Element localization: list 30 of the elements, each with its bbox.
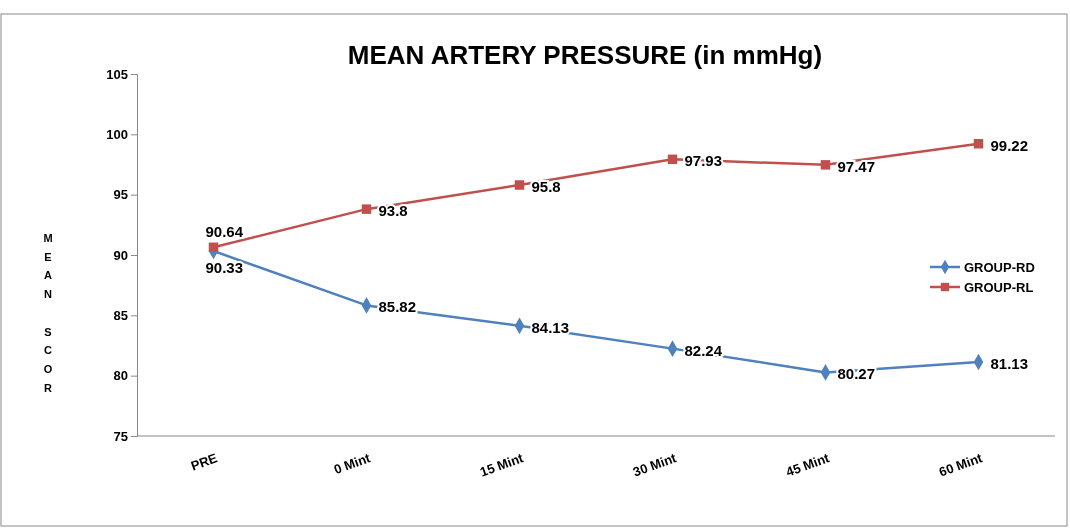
legend-label: GROUP-RD bbox=[964, 260, 1035, 275]
legend-label: GROUP-RL bbox=[964, 280, 1034, 295]
y-tick-label: 100 bbox=[106, 126, 128, 142]
point bbox=[361, 204, 372, 214]
x-tick-label: PRE bbox=[188, 450, 220, 474]
point bbox=[973, 139, 984, 149]
y-tick-label: 85 bbox=[113, 307, 128, 323]
point bbox=[820, 160, 831, 170]
data-label: 81.13 bbox=[990, 355, 1029, 373]
y-tick-label: 80 bbox=[113, 368, 128, 384]
x-tick-label: 15 Mint bbox=[477, 449, 526, 480]
text: MEAN SCOR bbox=[43, 232, 53, 394]
y-tick-label: 105 bbox=[106, 66, 128, 82]
point bbox=[667, 154, 678, 165]
x-tick-label: 60 Mint bbox=[936, 449, 985, 480]
point bbox=[514, 180, 525, 190]
x-tick-label: 30 Mint bbox=[630, 449, 679, 480]
data-label: 93.8 bbox=[378, 202, 408, 220]
data-label: 90.64 bbox=[205, 223, 244, 241]
x-tick-label: 45 Mint bbox=[783, 449, 832, 480]
data-label: 95.8 bbox=[531, 178, 561, 196]
x-tick-label: 0 Mint bbox=[331, 449, 373, 478]
chart-title: MEAN ARTERY PRESSURE (in mmHg) bbox=[347, 40, 823, 70]
data-label: 97.47 bbox=[837, 157, 876, 175]
data-label: 99.22 bbox=[990, 136, 1029, 154]
y-tick-label: 75 bbox=[113, 428, 128, 444]
data-label: 90.33 bbox=[205, 259, 244, 277]
y-tick-label: 95 bbox=[113, 187, 128, 203]
y-tick-label: 90 bbox=[113, 247, 128, 263]
point bbox=[208, 242, 219, 253]
